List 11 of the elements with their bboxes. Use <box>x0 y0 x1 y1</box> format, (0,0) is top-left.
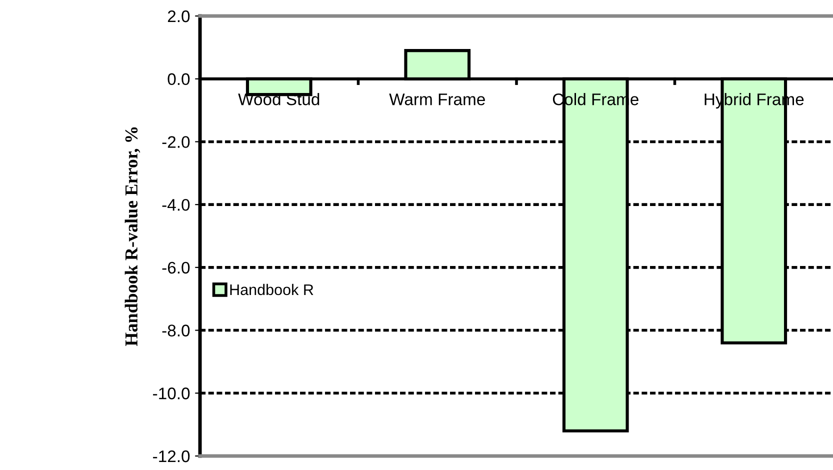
y-axis-title: Handbook R-value Error, % <box>124 127 140 346</box>
y-tick-label: -12.0 <box>153 450 190 462</box>
y-tick-label: 0.0 <box>168 73 190 86</box>
y-tick-label: -6.0 <box>162 262 190 274</box>
y-tick-label: -2.0 <box>162 136 190 148</box>
y-tick-label: -4.0 <box>162 198 190 211</box>
y-tick-label: -10.0 <box>153 388 190 400</box>
y-tick-label: 2.0 <box>168 10 190 22</box>
x-tick-label: Warm Frame <box>389 94 485 106</box>
legend-label: Handbook R <box>230 284 314 296</box>
y-tick-label: -8.0 <box>162 324 190 336</box>
